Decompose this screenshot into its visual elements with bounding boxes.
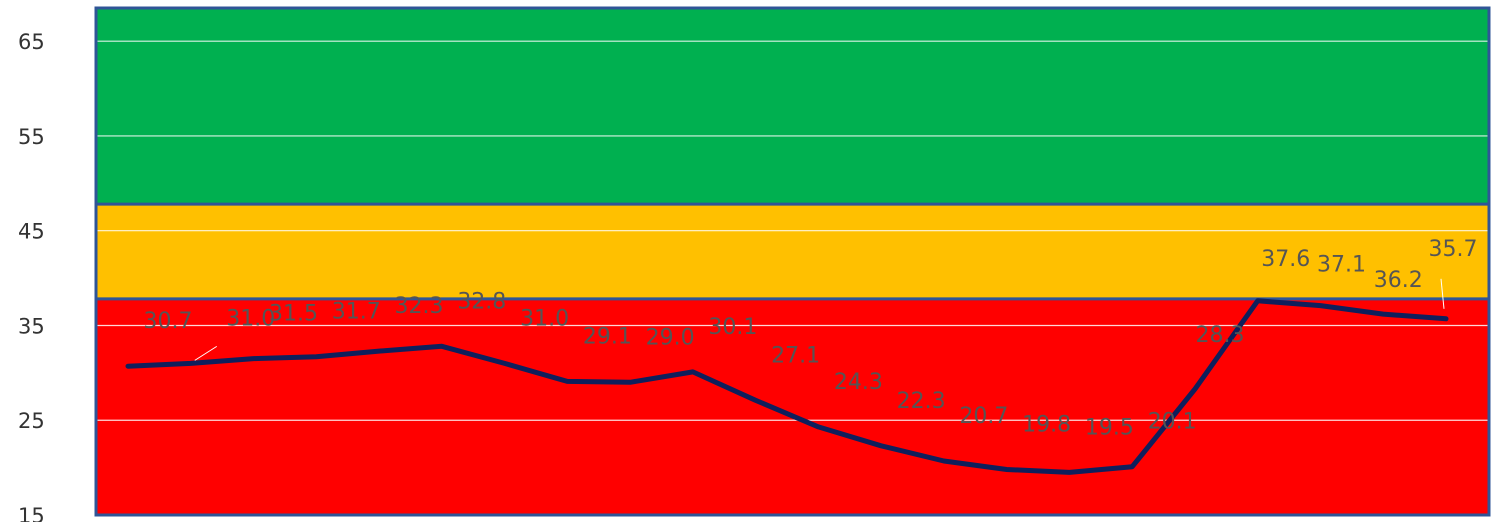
label-leader-lines xyxy=(194,278,1445,361)
data-label-leader xyxy=(194,345,218,361)
data-label: 27.1 xyxy=(771,343,820,368)
series-line xyxy=(125,298,1449,475)
data-label: 29.0 xyxy=(646,325,695,350)
y-tick-label: 55 xyxy=(18,125,45,149)
data-label: 30.1 xyxy=(708,315,757,340)
data-label: 19.5 xyxy=(1085,415,1134,440)
data-labels: 30.7 31.031.5 31.7 32.3 32.831.029.1 29.0 30.1… xyxy=(144,237,1478,441)
amber-zone-band xyxy=(96,204,1489,299)
y-tick-label: 35 xyxy=(18,314,45,338)
y-tick-label: 25 xyxy=(18,409,45,433)
data-label: 35.7 xyxy=(1429,237,1478,262)
data-label: 19.8 xyxy=(1022,413,1071,438)
data-label: 22.3 xyxy=(897,389,946,414)
data-label: 32.3 xyxy=(395,294,444,319)
data-label: 31.0 xyxy=(226,306,275,331)
y-tick-label: 45 xyxy=(18,220,45,244)
data-label: 20.7 xyxy=(959,404,1008,429)
data-label: 31.0 xyxy=(520,306,569,331)
data-label: 32.8 xyxy=(457,289,506,314)
gridlines xyxy=(96,40,1489,421)
data-label: 37.6 xyxy=(1261,247,1310,272)
y-tick-label: 15 xyxy=(18,504,45,522)
y-axis-ticks: 15 25 35 45 55 65 xyxy=(18,30,45,522)
data-label: 20.1 xyxy=(1148,410,1197,435)
red-zone-band xyxy=(96,298,1489,515)
data-label: 31.7 xyxy=(332,300,381,325)
data-label: 30.7 xyxy=(144,309,193,334)
data-label: 28.3 xyxy=(1195,323,1244,348)
data-label-leader xyxy=(1440,278,1445,309)
y-tick-label: 65 xyxy=(18,30,45,54)
data-label: 37.1 xyxy=(1317,253,1366,278)
data-label: 31.5 xyxy=(269,302,318,327)
data-label: 36.2 xyxy=(1374,268,1423,293)
plot-area-frame xyxy=(94,6,1491,517)
green-zone-band xyxy=(96,8,1489,205)
data-label: 29.1 xyxy=(583,324,632,349)
series-line-layer xyxy=(125,298,1449,475)
data-label: 24.3 xyxy=(834,370,883,395)
